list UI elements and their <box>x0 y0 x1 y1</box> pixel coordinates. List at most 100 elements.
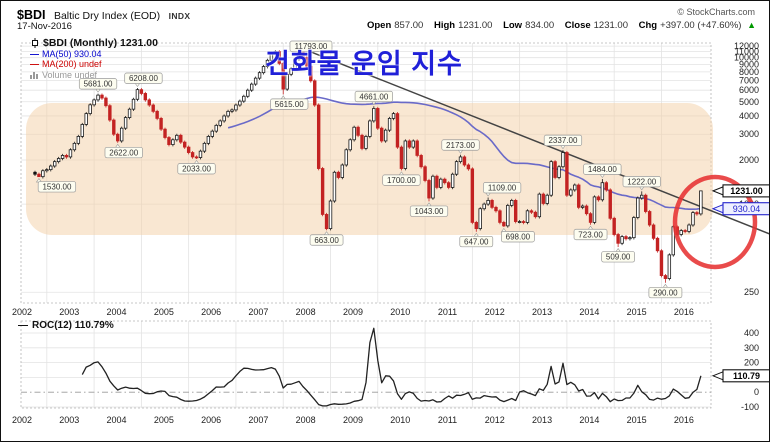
svg-text:2033.00: 2033.00 <box>182 165 211 174</box>
svg-text:400: 400 <box>744 328 759 338</box>
svg-text:300: 300 <box>744 343 759 353</box>
svg-text:110.79: 110.79 <box>733 371 760 381</box>
svg-text:5681.00: 5681.00 <box>84 80 113 89</box>
korean-overlay-title: 건화물 운임 지수 <box>265 49 463 79</box>
quote-bar: Open 857.00 High 1231.00 Low 834.00 Close 12… <box>359 20 756 31</box>
svg-text:3000: 3000 <box>739 129 759 139</box>
svg-text:930.04: 930.04 <box>733 204 761 214</box>
trendline <box>298 46 769 235</box>
svg-text:11793.00: 11793.00 <box>295 42 328 51</box>
svg-text:2016: 2016 <box>674 415 694 425</box>
chart-header: $BDI Baltic Dry Index (EOD) INDX <box>17 6 191 24</box>
svg-text:2002: 2002 <box>12 415 32 425</box>
svg-text:2014: 2014 <box>579 307 599 317</box>
svg-text:2015: 2015 <box>627 307 647 317</box>
svg-text:2013: 2013 <box>532 415 552 425</box>
change-value: +397.00 (+47.60%) <box>660 20 742 31</box>
legend-main-row: $BDI (Monthly) 1231.00 <box>30 38 158 49</box>
svg-text:698.00: 698.00 <box>506 233 531 242</box>
low-value: 834.00 <box>525 20 555 31</box>
svg-text:2006: 2006 <box>201 415 221 425</box>
svg-text:1109.00: 1109.00 <box>488 184 517 193</box>
highlight-band <box>26 103 713 235</box>
svg-text:2012: 2012 <box>485 307 505 317</box>
svg-text:12000: 12000 <box>734 41 759 51</box>
svg-text:1484.00: 1484.00 <box>588 165 617 174</box>
svg-text:4000: 4000 <box>739 111 759 121</box>
high-value: 1231.00 <box>458 20 493 31</box>
exchange-label: INDX <box>168 11 191 21</box>
close-label: Close <box>564 20 591 31</box>
svg-text:509.00: 509.00 <box>606 253 631 262</box>
svg-text:2008: 2008 <box>296 415 316 425</box>
open-value: 857.00 <box>394 20 424 31</box>
legend-ma200-label: MA(200) undef <box>42 59 102 69</box>
legend-volume-row: Volume undef <box>30 70 158 81</box>
svg-text:1231.00: 1231.00 <box>730 186 763 196</box>
svg-text:2011: 2011 <box>438 415 457 425</box>
svg-text:-100: -100 <box>741 402 759 412</box>
candles <box>33 47 703 283</box>
svg-text:2622.00: 2622.00 <box>109 148 138 157</box>
svg-text:2015: 2015 <box>627 415 647 425</box>
svg-text:6000: 6000 <box>739 85 759 95</box>
ticker-symbol: $BDI <box>17 8 46 22</box>
svg-text:1043.00: 1043.00 <box>415 207 444 216</box>
svg-text:2014: 2014 <box>579 415 599 425</box>
svg-text:200: 200 <box>744 358 759 368</box>
legend-ma50-row: — MA(50) 930.04 <box>30 49 158 60</box>
svg-text:723.00: 723.00 <box>578 230 603 239</box>
svg-text:11000: 11000 <box>735 47 759 57</box>
svg-text:290.00: 290.00 <box>653 288 678 297</box>
svg-text:2004: 2004 <box>107 307 127 317</box>
highlight-circle-annotation <box>672 174 758 270</box>
svg-text:2005: 2005 <box>154 307 174 317</box>
roc-legend-label: ROC(12) 110.79% <box>32 320 114 331</box>
change-up-icon: ▲ <box>747 20 756 30</box>
svg-text:1700.00: 1700.00 <box>387 176 416 185</box>
svg-text:1222.00: 1222.00 <box>627 177 656 186</box>
svg-text:2009: 2009 <box>343 307 363 317</box>
svg-text:2003: 2003 <box>59 307 79 317</box>
svg-text:2000: 2000 <box>739 155 759 165</box>
svg-text:2012: 2012 <box>485 415 505 425</box>
x-axis: 2002 2002 2003 2003 2004 2004 2005 2005 2006 2006… <box>12 307 694 425</box>
svg-text:9000: 9000 <box>739 59 759 69</box>
svg-text:5000: 5000 <box>739 97 759 107</box>
svg-text:2007: 2007 <box>248 307 268 317</box>
legend-volume-label: Volume undef <box>42 69 98 80</box>
svg-text:8000: 8000 <box>739 67 759 77</box>
axis-callouts: 1231.00 930.04 110.79 <box>711 184 769 383</box>
svg-text:2004: 2004 <box>107 415 127 425</box>
svg-text:2006: 2006 <box>201 307 221 317</box>
svg-text:2010: 2010 <box>390 307 410 317</box>
svg-text:2002: 2002 <box>12 307 32 317</box>
ma200-line-icon: — <box>30 59 39 69</box>
volume-bars-icon <box>30 71 38 79</box>
svg-text:5615.00: 5615.00 <box>275 100 304 109</box>
candlestick-icon <box>32 38 38 49</box>
svg-text:2009: 2009 <box>343 415 363 425</box>
legend-ma50-label: MA(50) 930.04 <box>42 48 102 59</box>
chart-legend: $BDI (Monthly) 1231.00 — MA(50) 930.04 —… <box>30 38 158 80</box>
low-label: Low <box>503 20 523 31</box>
svg-text:2013: 2013 <box>532 307 552 317</box>
high-label: High <box>433 20 456 31</box>
svg-text:7000: 7000 <box>739 75 759 85</box>
svg-text:2011: 2011 <box>438 307 457 317</box>
svg-text:250: 250 <box>744 287 759 297</box>
ma50-line-icon: — <box>30 48 39 59</box>
price-labels: 1530.00 5681.00 2622.00 6208.00 2033.00 5615.… <box>35 40 683 299</box>
legend-ma200-row: — MA(200) undef <box>30 59 158 70</box>
open-label: Open <box>366 20 392 31</box>
change-label: Chg <box>638 20 658 31</box>
svg-text:2337.00: 2337.00 <box>548 136 577 145</box>
svg-text:4661.00: 4661.00 <box>359 92 388 101</box>
svg-text:663.00: 663.00 <box>314 236 339 245</box>
svg-text:2016: 2016 <box>674 307 694 317</box>
svg-text:2005: 2005 <box>154 415 174 425</box>
svg-text:2007: 2007 <box>248 415 268 425</box>
svg-text:0: 0 <box>754 387 759 397</box>
